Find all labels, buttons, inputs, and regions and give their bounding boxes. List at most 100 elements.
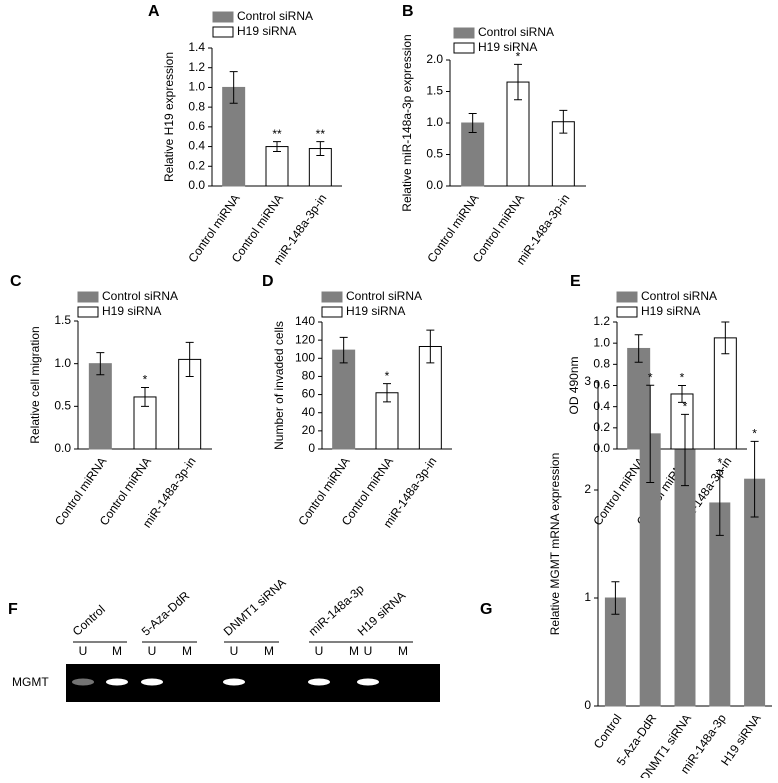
y-tick-label: 0 [584, 698, 591, 712]
y-tick-label: 1.0 [593, 335, 610, 349]
y-tick-label: 80 [302, 369, 316, 383]
y-tick-label: 0.5 [426, 147, 443, 161]
y-tick-label: 20 [302, 423, 316, 437]
legend-swatch [616, 291, 638, 303]
significance: * [683, 400, 688, 414]
y-tick-label: 0.6 [188, 119, 205, 133]
panel-label: C [10, 273, 22, 290]
significance: ** [316, 127, 326, 141]
y-tick-label: 0.6 [593, 378, 610, 392]
error-bar [634, 334, 643, 363]
error-bar [185, 341, 194, 377]
error-bar [316, 141, 325, 156]
band [357, 678, 379, 686]
band [141, 678, 163, 686]
error-bar [468, 113, 477, 133]
bar [265, 146, 289, 187]
error-bar [426, 329, 435, 364]
y-tick-label: 0.2 [188, 158, 205, 172]
band [308, 678, 330, 686]
significance: * [680, 371, 685, 385]
legend-label: H19 siRNA [237, 24, 296, 38]
legend-swatch [77, 291, 99, 303]
error-bar [141, 387, 149, 407]
y-tick-label: 0.4 [593, 399, 610, 413]
y-tick-label: 1.2 [593, 314, 610, 328]
legend-label: H19 siRNA [346, 304, 405, 318]
group-label: H19 siRNA [355, 588, 408, 638]
panel-label: D [262, 273, 274, 290]
legend-label: Control siRNA [478, 25, 554, 39]
panel-label: G [480, 601, 492, 618]
significance: ** [272, 127, 282, 141]
y-axis-label: Number of invaded cells [272, 321, 286, 450]
error-bar [715, 470, 724, 536]
error-bar [681, 413, 689, 487]
y-tick-label: 1.2 [188, 60, 205, 74]
bar [88, 363, 112, 450]
y-tick-label: 1.0 [54, 356, 71, 370]
bar [674, 449, 696, 707]
y-tick-label: 0.0 [54, 441, 71, 455]
legend-swatch [321, 306, 343, 318]
band [106, 678, 128, 686]
error-bar [646, 384, 655, 483]
panel-label: B [402, 3, 414, 20]
error-bar [678, 385, 686, 403]
significance: * [717, 456, 722, 470]
y-tick-label: 1.5 [426, 84, 443, 98]
group-label: Control [70, 602, 108, 638]
legend-swatch [77, 306, 99, 318]
legend-swatch [453, 27, 475, 39]
panel-label: A [148, 3, 160, 20]
lane-label: U [315, 644, 324, 658]
lane-label: M [112, 644, 122, 658]
y-tick-label: 1.4 [188, 40, 205, 54]
legend-swatch [321, 291, 343, 303]
bar [713, 337, 737, 450]
significance: * [516, 50, 521, 64]
panel-label: E [570, 273, 581, 290]
y-tick-label: 140 [295, 314, 315, 328]
legend-label: Control siRNA [346, 289, 422, 303]
band [223, 678, 245, 686]
y-axis-label: Relative H19 expression [162, 52, 176, 182]
y-axis-label: Relative miR-148a-3p expression [400, 34, 414, 211]
lane-label: M [182, 644, 192, 658]
row-label: MGMT [12, 675, 49, 689]
y-tick-label: 0.2 [593, 420, 610, 434]
y-tick-label: 1.0 [188, 80, 205, 94]
panel-label: F [8, 601, 18, 618]
y-axis-label: Relative MGMT mRNA expression [548, 453, 562, 636]
y-tick-label: 40 [302, 405, 316, 419]
y-tick-label: 0.4 [188, 139, 205, 153]
error-bar [383, 383, 391, 403]
error-bar [750, 440, 759, 518]
y-tick-label: 1.5 [54, 313, 71, 327]
lane-label: M [264, 644, 274, 658]
legend-label: Control siRNA [641, 289, 717, 303]
y-tick-label: 2 [584, 482, 591, 496]
bar [332, 349, 356, 450]
y-axis-label: OD 490nm [567, 356, 581, 414]
error-bar [273, 141, 281, 152]
significance: * [143, 373, 148, 387]
y-axis-label: Relative cell migration [28, 326, 42, 443]
y-tick-label: 0.0 [426, 178, 443, 192]
error-bar [559, 109, 568, 134]
significance: * [752, 427, 757, 441]
legend-label: Control siRNA [237, 9, 313, 23]
legend-label: H19 siRNA [478, 40, 537, 54]
legend-swatch [616, 306, 638, 318]
legend-label: H19 siRNA [641, 304, 700, 318]
error-bar [96, 352, 105, 376]
y-tick-label: 0.8 [188, 99, 205, 113]
lane-label: M [398, 644, 408, 658]
x-tick-label: Control [591, 712, 625, 752]
legend-label: Control siRNA [102, 289, 178, 303]
error-bar [514, 63, 522, 101]
lane-label: M [349, 644, 359, 658]
lane-label: U [79, 644, 88, 658]
group-label: 5-Aza-DdR [139, 588, 193, 638]
